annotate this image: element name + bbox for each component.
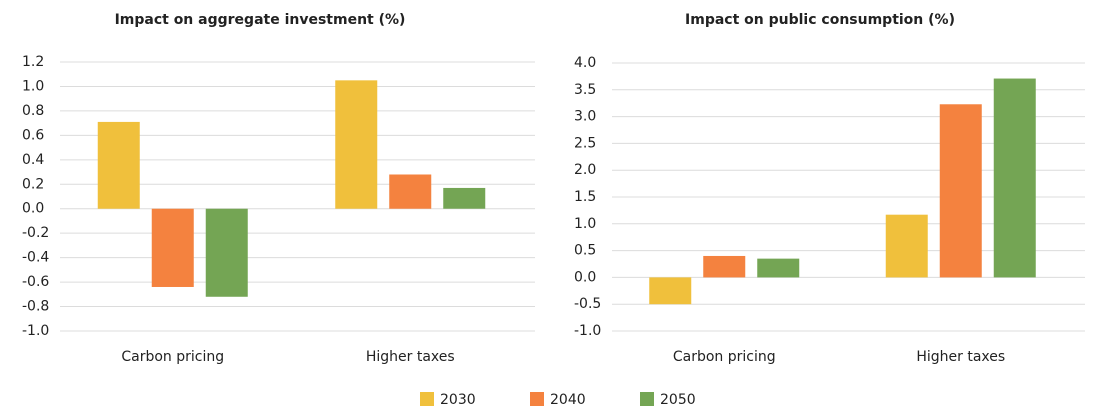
bar xyxy=(939,104,982,278)
y-tick-label: 4.0 xyxy=(574,55,596,71)
legend-label: 2040 xyxy=(550,392,586,407)
y-tick-label: 0.0 xyxy=(574,269,596,285)
y-tick-label: 1.2 xyxy=(22,54,44,70)
x-tick-label: Higher taxes xyxy=(916,349,1005,365)
bar xyxy=(757,258,800,278)
y-tick-label: 0.0 xyxy=(22,201,44,217)
bar xyxy=(205,208,248,297)
y-tick-label: -1.0 xyxy=(574,323,601,339)
y-tick-label: 1.0 xyxy=(22,78,44,94)
x-tick-label: Carbon pricing xyxy=(121,349,224,365)
bar xyxy=(703,255,746,278)
y-tick-label: 1.5 xyxy=(574,189,596,205)
bar xyxy=(151,208,194,287)
legend-swatch xyxy=(420,392,434,406)
chart-title: Impact on public consumption (%) xyxy=(685,12,955,28)
bar xyxy=(389,174,432,209)
x-tick-label: Higher taxes xyxy=(366,349,455,365)
bar xyxy=(335,80,378,209)
x-tick-label: Carbon pricing xyxy=(673,349,776,365)
y-tick-label: -0.8 xyxy=(22,299,49,315)
bar xyxy=(649,277,692,305)
legend-swatch xyxy=(640,392,654,406)
legend-label: 2050 xyxy=(660,392,696,407)
y-tick-label: 0.8 xyxy=(22,103,44,119)
y-tick-label: 0.4 xyxy=(22,152,44,168)
legend-swatch xyxy=(530,392,544,406)
y-tick-label: 3.5 xyxy=(574,82,596,98)
y-tick-label: 2.5 xyxy=(574,135,596,151)
y-tick-label: 0.5 xyxy=(574,243,596,259)
bar xyxy=(97,121,140,209)
bar xyxy=(993,78,1036,278)
bar xyxy=(443,187,486,209)
y-tick-label: 1.0 xyxy=(574,216,596,232)
legend-label: 2030 xyxy=(440,392,476,407)
y-tick-label: -0.5 xyxy=(574,296,601,312)
y-tick-label: -0.6 xyxy=(22,274,49,290)
y-tick-label: -0.2 xyxy=(22,225,49,241)
y-tick-label: 2.0 xyxy=(574,162,596,178)
y-tick-label: 0.2 xyxy=(22,176,44,192)
y-tick-label: 0.6 xyxy=(22,127,44,143)
y-tick-label: -0.4 xyxy=(22,250,49,266)
y-tick-label: 3.0 xyxy=(574,109,596,125)
y-tick-label: -1.0 xyxy=(22,323,49,339)
bar xyxy=(885,214,928,278)
chart-title: Impact on aggregate investment (%) xyxy=(115,12,406,28)
